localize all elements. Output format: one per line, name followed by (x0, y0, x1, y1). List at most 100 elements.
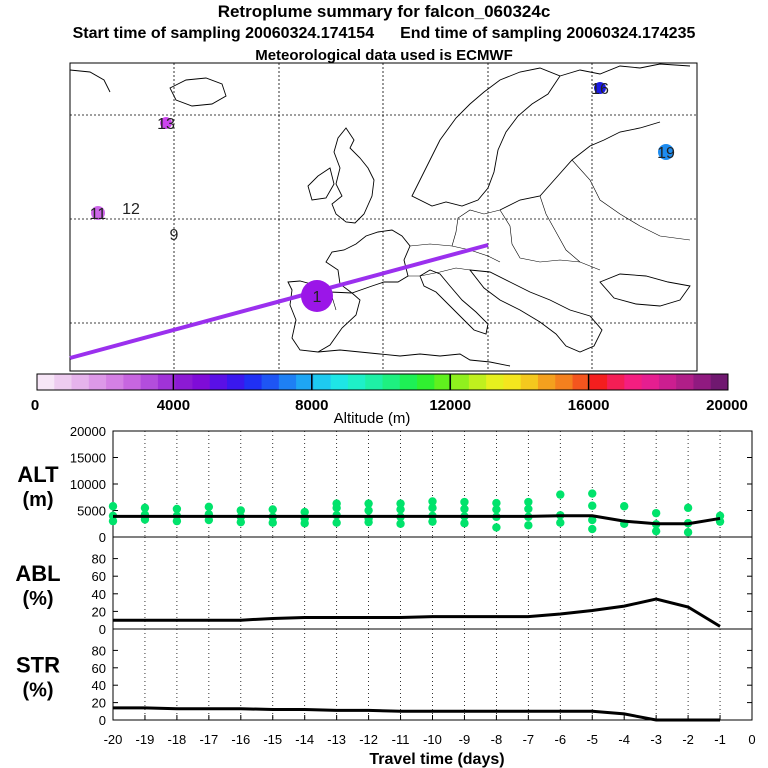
map-frame (69, 62, 698, 372)
y-tick-label: 5000 (77, 504, 106, 519)
x-tick-label: -16 (231, 732, 250, 747)
cluster-point (428, 497, 437, 506)
cluster-point (683, 528, 693, 537)
colorbar-swatch (607, 374, 625, 390)
colorbar-swatch (710, 374, 729, 390)
main-title: Retroplume summary for falcon_060324c (217, 2, 551, 21)
cluster-point (172, 504, 182, 514)
colorbar-swatch (365, 374, 383, 390)
plume-marker-dot (594, 82, 606, 94)
y-axis-label: ALT (17, 462, 59, 487)
cluster-point (588, 489, 597, 498)
colorbar-tick-label: 16000 (568, 397, 610, 414)
alt-panel: 0 5000 10000 15000 20000 ALT(m) (17, 424, 753, 545)
plume-marker-label: 16 (591, 81, 609, 98)
x-tick-label: -8 (491, 732, 503, 747)
y-axis-label: ABL (15, 561, 60, 586)
x-tick-label: 0 (748, 732, 755, 747)
cluster-point (524, 521, 533, 530)
coast-balkans (469, 269, 603, 353)
colorbar-swatch (157, 374, 176, 390)
colorbar-swatch (693, 374, 712, 390)
colorbar-swatch (417, 374, 435, 390)
colorbar-swatch (537, 374, 556, 390)
cluster-point (364, 506, 373, 515)
x-tick-label: -6 (555, 732, 567, 747)
cluster-point (332, 518, 341, 527)
colorbar-swatch (123, 374, 142, 390)
cluster-point (588, 515, 597, 525)
cluster-point (332, 499, 341, 508)
met-data-label: Meteorological data used is ECMWF (255, 47, 513, 64)
cluster-point (204, 515, 214, 525)
coast-north-africa (317, 349, 511, 367)
x-tick-label: -7 (523, 732, 535, 747)
coastlines (69, 63, 691, 367)
colorbar-swatch (175, 374, 193, 390)
colorbar-swatch (71, 374, 90, 390)
y-tick-label: 10000 (70, 477, 106, 492)
colorbar-swatch (227, 374, 245, 390)
plume-marker-label: 13 (157, 116, 175, 133)
plume-marker-1: 1 (301, 280, 333, 312)
cluster-point (268, 518, 277, 527)
plume-marker-label: 9 (170, 227, 179, 244)
colorbar-swatch (641, 374, 660, 390)
cluster-point (492, 498, 501, 508)
x-tick-label: -17 (199, 732, 218, 747)
x-tick-label: -20 (104, 732, 123, 747)
y-tick-label: 80 (92, 643, 106, 658)
y-axis-unit: (m) (22, 489, 53, 511)
cluster-point (524, 497, 533, 507)
end-time-label: End time of sampling 20060324.174235 (400, 25, 696, 42)
x-tick-label: -18 (168, 732, 187, 747)
plume-track (69, 243, 489, 360)
x-tick-label: -19 (136, 732, 155, 747)
y-tick-label: 0 (99, 713, 106, 728)
cluster-point (396, 519, 405, 528)
plume-marker-dot (658, 144, 674, 160)
cluster-point (651, 508, 661, 518)
x-tick-label: -1 (714, 732, 726, 747)
plume-marker-label: 19 (657, 145, 675, 162)
x-tick-label: -2 (682, 732, 694, 747)
colorbar-tick-label: 4000 (157, 397, 190, 414)
cluster-point (108, 502, 118, 511)
cluster-point (428, 503, 437, 513)
cluster-point (140, 503, 150, 513)
colorbar-swatch (192, 374, 211, 390)
colorbar-swatch (296, 374, 314, 390)
country-borders (329, 159, 691, 311)
cluster-point (460, 504, 469, 514)
colorbar-swatch (503, 374, 522, 390)
colorbar-ticks: 0 4000 8000 12000 16000 20000 (31, 374, 748, 414)
colorbar-swatch (468, 374, 487, 390)
colorbar-swatch (676, 374, 694, 390)
cluster-point (268, 505, 277, 514)
cluster-point (396, 499, 405, 508)
plume-marker-12: 12 (122, 201, 140, 218)
cluster-point (556, 518, 565, 527)
colorbar-label: Altitude (m) (334, 410, 411, 427)
y-tick-label: 0 (99, 622, 106, 637)
x-tick-label: -13 (327, 732, 346, 747)
colorbar-swatch (658, 374, 677, 390)
x-axis-label: Travel time (days) (369, 751, 504, 768)
cluster-point (428, 517, 437, 526)
colorbar-frame (36, 373, 729, 391)
colorbar-swatch (244, 374, 263, 390)
colorbar-swatch (88, 374, 107, 390)
plume-marker-9: 9 (170, 227, 179, 244)
colorbar-swatch (140, 374, 159, 390)
colorbar-swatch (330, 374, 349, 390)
y-tick-label: 40 (92, 678, 106, 693)
cluster-point (588, 524, 597, 534)
coast-north-russia (559, 63, 691, 77)
x-tick-label: -9 (459, 732, 471, 747)
cluster-point (620, 502, 629, 511)
cluster-point (396, 505, 405, 514)
colorbar-swatch (486, 374, 504, 390)
cluster-point (492, 523, 501, 532)
